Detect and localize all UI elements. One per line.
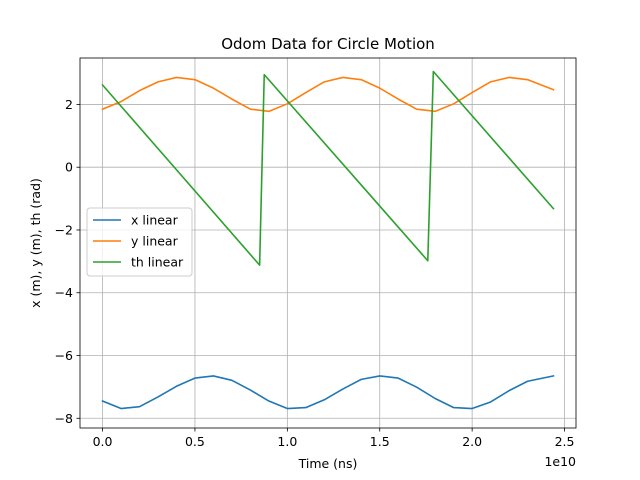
y-tick-label: −2 [55, 222, 73, 237]
x-tick-label: 2.5 [555, 434, 575, 449]
series-layer [101, 70, 555, 410]
y-tick-label: −8 [55, 411, 73, 426]
series-line-y-linear [101, 76, 555, 113]
y-tick-label: 0 [65, 160, 73, 175]
x-tick-label: 1.0 [277, 434, 297, 449]
grid [80, 58, 576, 428]
x-tick-label: 0.0 [93, 434, 113, 449]
legend: x linear y linear th linear [86, 207, 193, 277]
y-tick-label: −4 [55, 285, 73, 300]
y-ticks: −8 −6 −4 −2 0 2 [55, 97, 80, 426]
y-tick-label: 2 [65, 97, 73, 112]
x-tick-label: 0.5 [185, 434, 205, 449]
legend-label-y-linear: y linear [131, 234, 179, 249]
legend-label-th-linear: th linear [131, 255, 184, 270]
x-tick-label: 1.5 [370, 434, 390, 449]
legend-label-x-linear: x linear [131, 213, 179, 228]
y-axis-label: x (m), y (m), th (rad) [28, 178, 43, 308]
series-line-th-linear [101, 70, 555, 266]
chart-title: Odom Data for Circle Motion [221, 35, 435, 53]
legend-frame [86, 207, 193, 277]
y-tick-label: −6 [55, 348, 73, 363]
x-tick-label: 2.0 [462, 434, 482, 449]
x-offset-label: 1e10 [544, 454, 576, 469]
x-axis-label: Time (ns) [298, 456, 358, 471]
series-line-x-linear [101, 374, 555, 410]
x-ticks: 0.0 0.5 1.0 1.5 2.0 2.5 [93, 428, 575, 449]
plot-frame [79, 57, 577, 429]
